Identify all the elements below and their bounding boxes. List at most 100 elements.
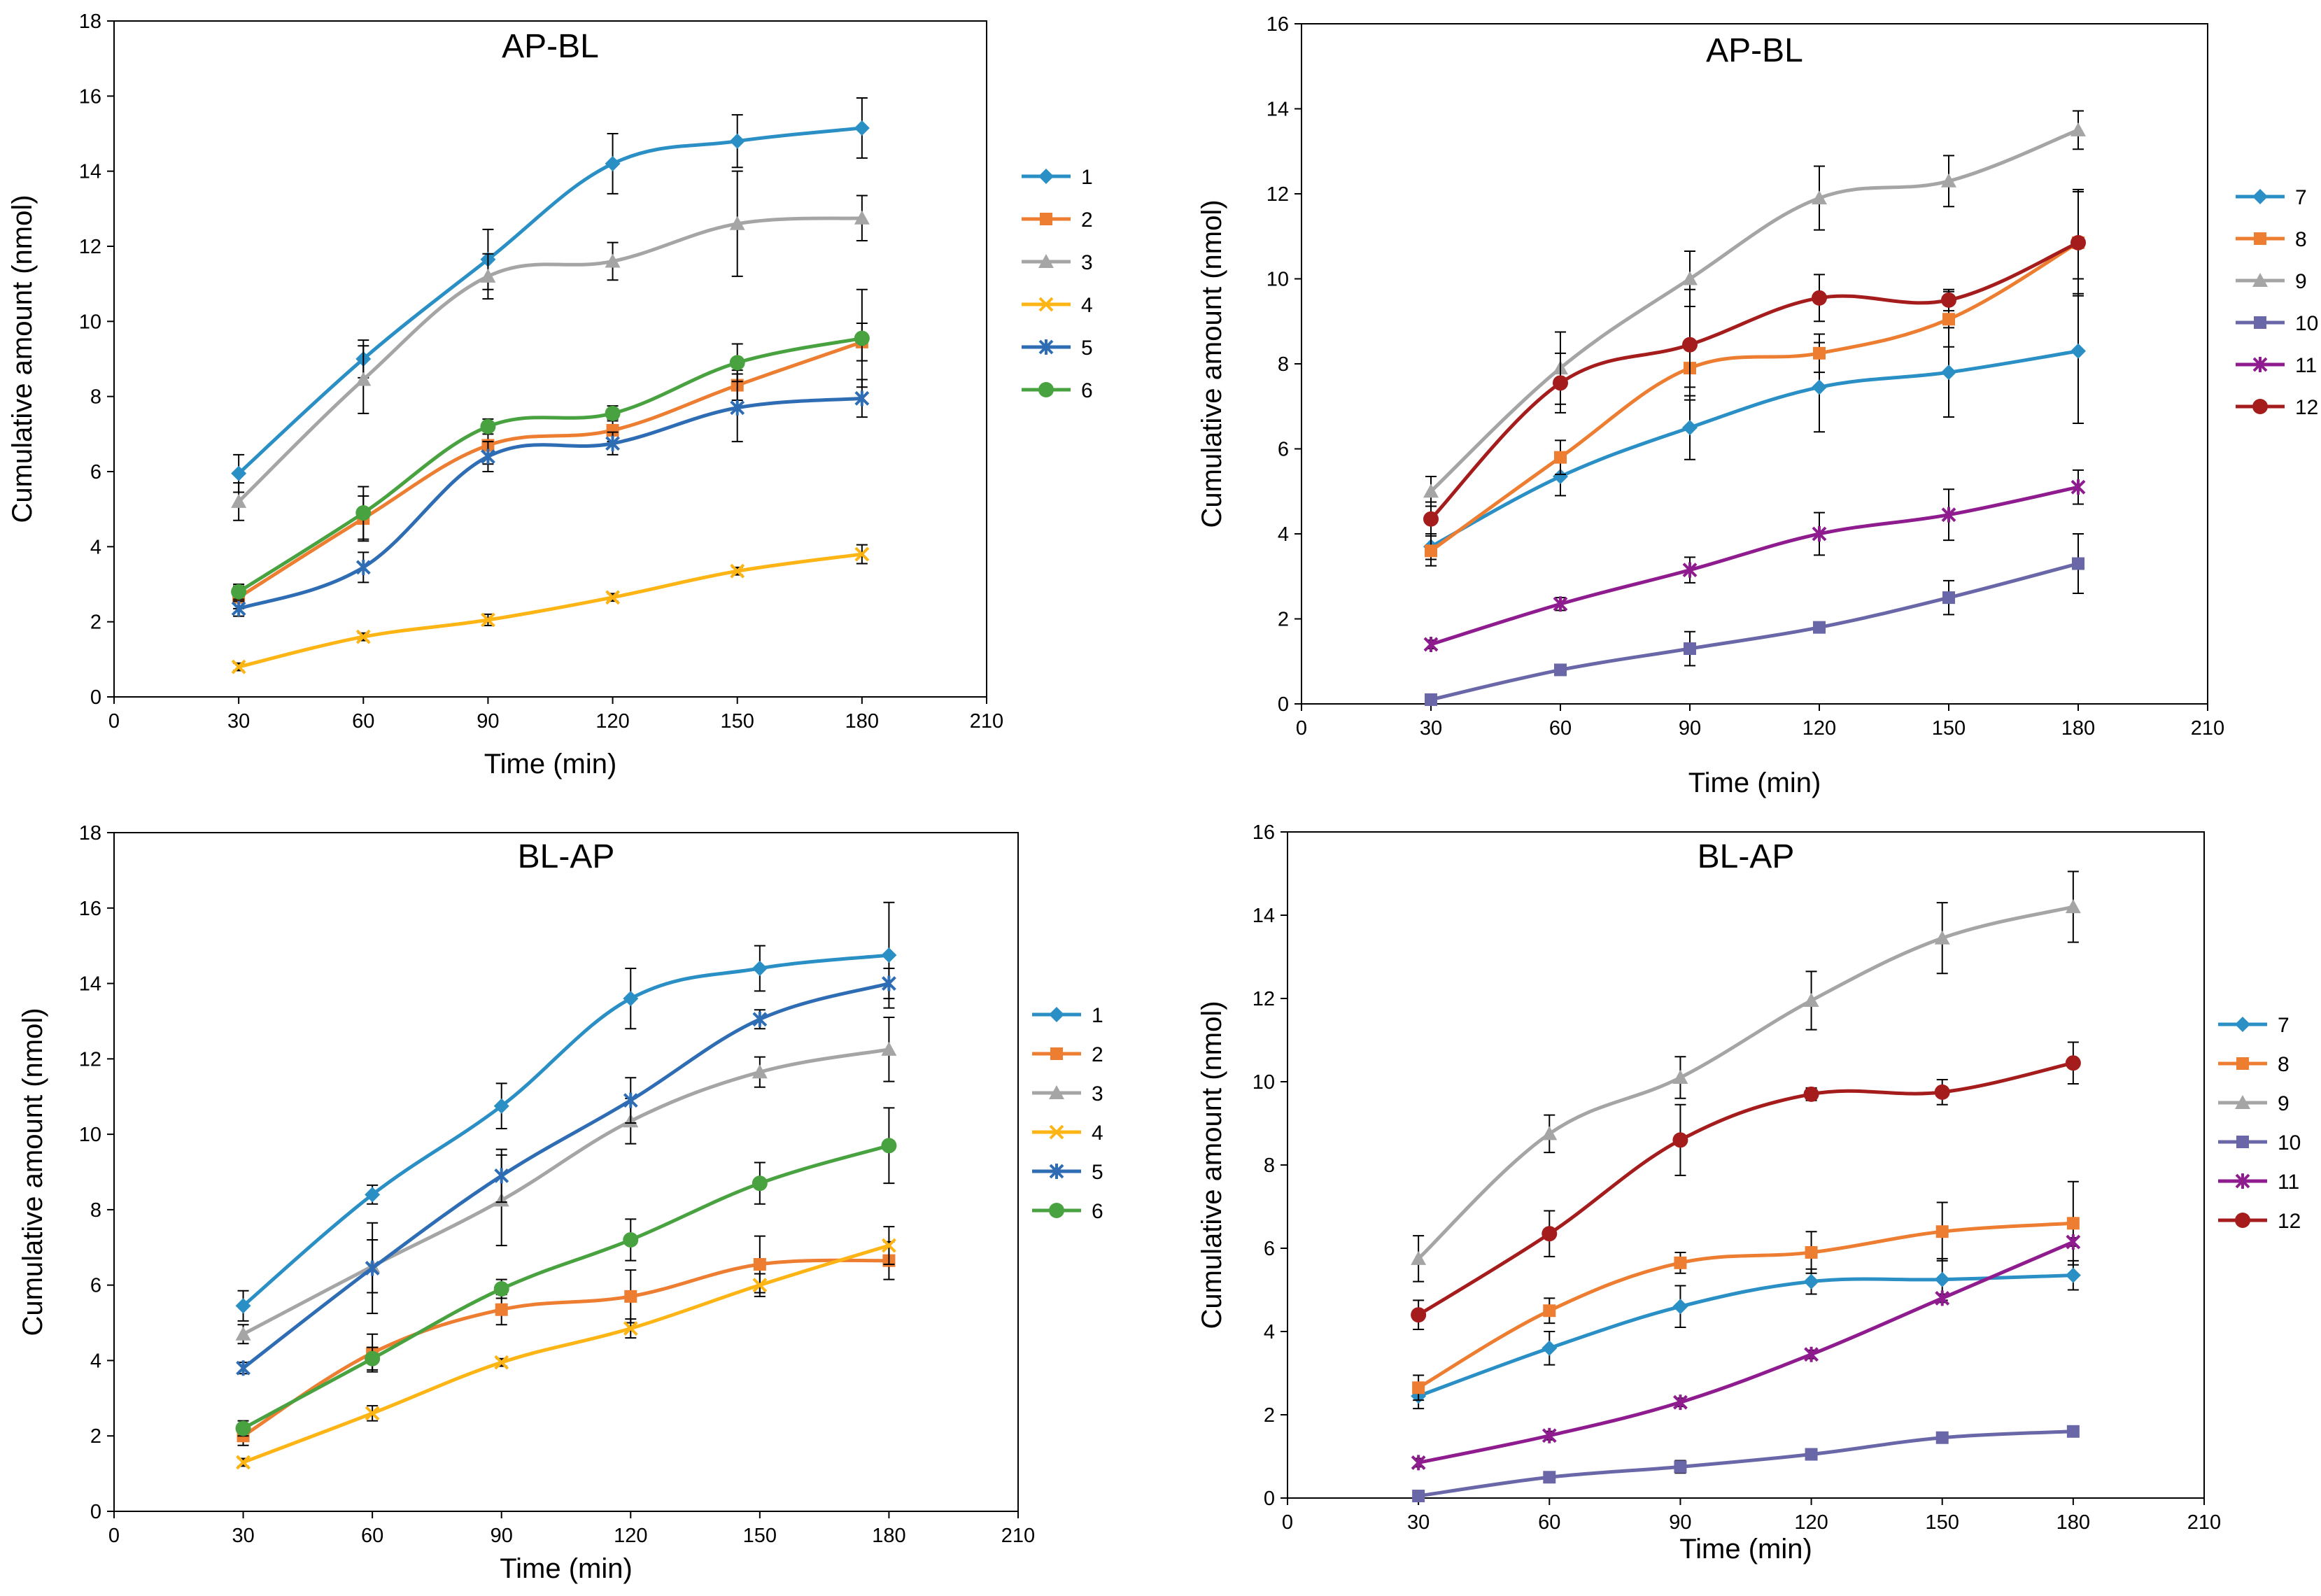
series-11 (1411, 1234, 2081, 1471)
data-point (481, 612, 495, 628)
data-point (729, 216, 745, 230)
data-point (1942, 313, 1955, 326)
y-tick-label: 4 (1278, 523, 1289, 546)
legend-item-7: 7 (2236, 186, 2307, 209)
plot-frame (113, 20, 987, 698)
legend-label: 8 (2278, 1053, 2290, 1076)
series-4 (236, 1226, 896, 1470)
data-point (365, 1260, 380, 1276)
x-tick-label: 0 (1296, 717, 1307, 740)
x-tick-label: 150 (1932, 717, 1966, 740)
data-point (1935, 1431, 1949, 1444)
data-point (854, 210, 870, 225)
data-point (752, 1064, 768, 1079)
legend-marker (1038, 339, 1054, 355)
series-line (1416, 1273, 2075, 1398)
legend-label: 4 (1092, 1122, 1103, 1145)
data-point (1813, 346, 1826, 360)
legend-marker (2236, 1136, 2249, 1148)
y-tick-label: 16 (79, 898, 101, 920)
data-point (1941, 173, 1956, 188)
series-2 (237, 1235, 896, 1446)
legend-marker (2252, 357, 2268, 372)
data-point (881, 1041, 897, 1056)
x-tick-label: 60 (1549, 717, 1572, 740)
x-tick-label: 0 (108, 1525, 120, 1547)
data-point (753, 1258, 766, 1271)
legend-label: 7 (2295, 186, 2307, 209)
legend-item-12: 12 (2236, 396, 2318, 419)
chart-title: BL-AP (518, 838, 615, 875)
data-point (1682, 271, 1698, 285)
data-point (1935, 1225, 1949, 1238)
data-point (1934, 1271, 1950, 1287)
data-point (729, 355, 745, 371)
data-point (493, 1098, 509, 1114)
data-point (1423, 511, 1439, 527)
y-tick-label: 2 (90, 1425, 101, 1448)
data-point (1543, 1471, 1556, 1484)
legend-item-1: 1 (1022, 166, 1093, 189)
y-tick-label: 8 (90, 386, 101, 409)
legend-label: 1 (1092, 1004, 1103, 1027)
y-tick-label: 12 (1253, 988, 1275, 1010)
legend-item-5: 5 (1032, 1161, 1103, 1184)
x-axis-title: Time (min) (500, 1553, 633, 1584)
legend-item-6: 6 (1032, 1200, 1103, 1223)
x-tick-label: 210 (1001, 1525, 1035, 1547)
data-point (1803, 992, 1819, 1007)
data-point (1543, 1304, 1556, 1318)
legend-item-11: 11 (2236, 354, 2317, 377)
data-point (1812, 379, 1827, 395)
data-point (1682, 420, 1698, 436)
data-point (1412, 1490, 1425, 1503)
series-3 (231, 170, 870, 521)
legend-item-4: 4 (1022, 294, 1093, 317)
data-point (1935, 1290, 1950, 1306)
x-tick-label: 120 (1803, 717, 1836, 740)
legend-label: 1 (1081, 166, 1093, 189)
data-point (1554, 663, 1567, 677)
series-line (241, 1143, 891, 1430)
data-point (355, 629, 371, 644)
legend-marker (1050, 1047, 1063, 1060)
data-point (1542, 1427, 1557, 1443)
data-point (623, 991, 639, 1007)
series-5 (231, 373, 870, 617)
data-point (480, 418, 496, 435)
legend-marker (1038, 297, 1054, 312)
x-tick-label: 60 (361, 1525, 383, 1547)
y-tick-label: 2 (90, 612, 101, 634)
series-line (1416, 1240, 2075, 1464)
legend-label: 2 (1081, 209, 1093, 232)
data-point (1412, 1381, 1425, 1394)
data-point (1553, 375, 1568, 391)
legend-marker (2235, 1017, 2250, 1032)
data-point (1682, 337, 1698, 353)
data-point (2072, 557, 2084, 570)
legend-marker (2254, 232, 2266, 245)
legend-marker (2235, 1095, 2250, 1109)
y-tick-label: 6 (1278, 439, 1289, 461)
y-tick-label: 4 (90, 1350, 101, 1372)
data-point (1684, 642, 1696, 656)
legend-marker (2254, 316, 2266, 329)
data-point (231, 493, 247, 508)
data-point (355, 559, 371, 575)
x-axis-title: Time (min) (1679, 1534, 1812, 1565)
data-point (605, 253, 621, 268)
x-tick-label: 90 (1669, 1511, 1691, 1534)
data-point (854, 390, 870, 407)
legend-item-10: 10 (2236, 312, 2318, 335)
y-tick-label: 14 (1267, 99, 1289, 121)
data-point (494, 1168, 509, 1184)
series-5 (236, 968, 896, 1376)
chart-title: AP-BL (1706, 32, 1803, 69)
x-tick-label: 150 (1926, 1511, 1959, 1534)
legend-label: 5 (1092, 1161, 1103, 1184)
series-1 (231, 97, 870, 493)
data-point (854, 120, 870, 136)
series-line (1429, 349, 2080, 549)
x-tick-label: 120 (595, 710, 629, 733)
